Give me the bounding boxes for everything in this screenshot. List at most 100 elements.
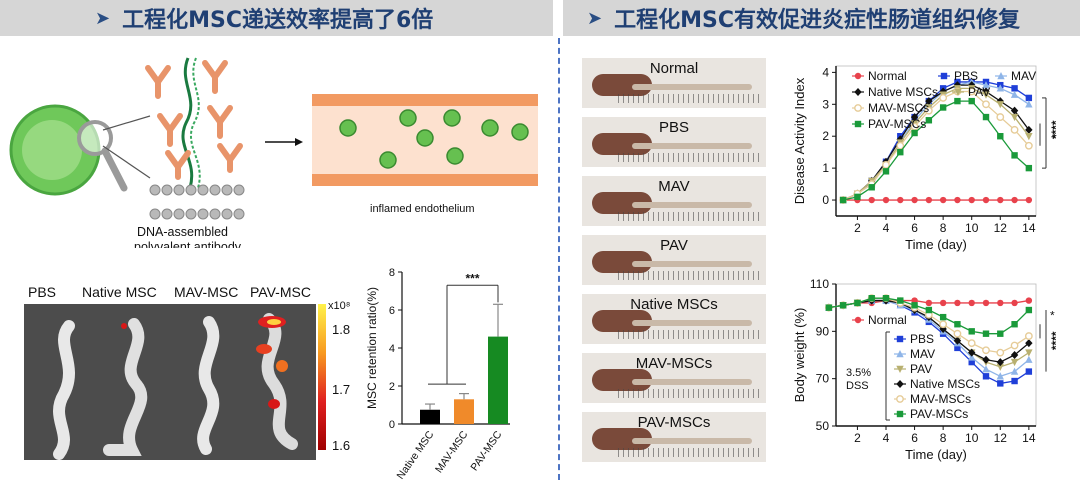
point-pav-mscs [1011,321,1018,328]
y-tick-label: 4 [389,343,395,355]
x-tick-label: 4 [883,221,890,235]
legend-marker [896,380,904,388]
imaging-label-native: Native MSC [82,284,157,300]
point-pbs [982,373,990,380]
x-tick-label: 2 [854,431,861,445]
x-tick-label: 14 [1022,221,1036,235]
dss-label-2: DSS [846,380,869,392]
point-pav-mscs [1011,152,1018,159]
body-weight-line-chart: 50 70 90 110 2 4 6 8 10 12 14 Time (day) Body weight… [792,277,1063,462]
legend-item-normal: Normal [852,69,907,83]
legend-label: PAV [910,362,932,376]
colon-image-pav [261,313,298,450]
point-pbs [997,380,1004,387]
x-tick-label: 12 [994,221,1008,235]
point-mav-mscs [1010,341,1019,350]
membrane-icon [149,184,245,220]
point-normal [1025,196,1033,204]
antibody-caption-1: DNA-assembled [137,225,228,239]
legend-label: Native MSCs [868,85,938,99]
x-tick-label: 6 [911,221,918,235]
legend-item-native-mscs: Native MSCs [894,377,980,391]
x-tick-label: 12 [994,431,1008,445]
significance-label: * [1050,309,1055,323]
fluorescence-signal [121,316,288,409]
x-axis-label: Time (day) [905,237,967,252]
point-pav-mscs [1025,306,1033,314]
legend-item-mav-mscs: MAV-MSCs [894,392,971,406]
legend-label: MAV-MSCs [910,392,971,406]
point-pav-mscs [968,328,975,335]
legend-marker [997,72,1005,80]
colon-photo-pav: PAV [582,235,766,285]
bar-native-msc [420,409,440,424]
legend-label: PBS [910,332,934,346]
legend-marker [896,335,904,343]
colon-image-pbs [53,320,75,460]
point-pav-mscs [911,302,918,309]
legend-marker [854,120,862,128]
point-normal [925,299,933,307]
point-pav-mscs [897,297,904,304]
point-native-mscs [1010,351,1019,359]
point-mav-mscs [896,141,905,150]
point-mav-mscs [939,320,948,329]
dna-scaffold-icon [181,57,194,189]
point-pav-mscs [939,104,947,111]
colon-photo-normal: Normal [582,58,766,108]
colon-photo-mav-msc: MAV-MSCs [582,353,766,403]
point-pbs [968,358,975,366]
left-header: ➤ 工程化MSC递送效率提高了6倍 [0,0,553,36]
point-pav-mscs [968,97,975,105]
legend-item-pav: PAV [894,362,932,376]
y-tick-label: 6 [389,305,395,317]
legend-marker [854,316,862,324]
point-normal [1025,297,1033,304]
point-normal [1011,299,1018,307]
point-pav-mscs [954,321,961,328]
significance-bracket [428,284,499,385]
bar-pav-msc [488,336,508,424]
retention-bar-chart: 0 2 4 6 8 MSC retention ratio(%) Native MSCMAV… [365,267,510,480]
point-pav-mscs [897,148,904,156]
imaging-label-pav: PAV-MSC [250,284,311,300]
point-pav-mscs [925,306,933,314]
x-axis-label: Time (day) [905,447,967,462]
legend-label: MAV [910,347,935,361]
y-tick-label: 0 [389,419,395,431]
colorbar-unit: x10⁸ [328,300,351,312]
point-pav-mscs [997,133,1004,140]
y-tick-label: 2 [389,381,395,393]
y-tick-label: 70 [816,372,830,386]
colon-image-native [103,318,148,456]
x-tick-label: 8 [940,431,947,445]
point-normal [939,196,947,204]
point-mav-mscs [1024,141,1033,150]
point-mav [982,81,990,89]
legend-label: Native MSCs [910,377,980,391]
point-mav [996,372,1004,380]
y-tick-label: 50 [816,419,830,433]
legend-marker [854,72,862,80]
legend-marker [896,365,904,373]
colon-photo-pav-msc: PAV-MSCs [582,412,766,462]
legend-label: PAV [968,85,990,99]
x-tick-label: 8 [940,221,947,235]
point-pav [1010,113,1019,122]
colorbar [318,304,326,450]
point-native-mscs [1010,106,1019,115]
legend-item-pbs: PBS [938,69,978,83]
legend-item-mav: MAV [894,347,935,361]
legend-item-pbs: PBS [894,332,934,346]
legend-marker [896,410,904,418]
legend-label: PAV-MSCs [868,117,926,131]
point-mav [996,84,1004,92]
x-tick-label-mav-msc: MAV-MSC [433,429,471,476]
legend-label: MAV-MSCs [868,101,929,115]
point-pav-mscs [982,113,990,121]
point-mav [1010,367,1019,375]
point-pav [1025,133,1033,141]
point-pav-mscs [839,196,847,204]
significance-label: **** [1049,331,1063,350]
